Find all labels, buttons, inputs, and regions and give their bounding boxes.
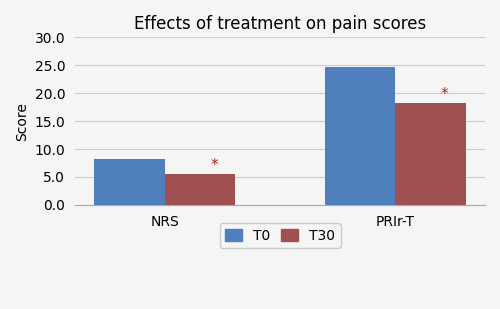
Title: Effects of treatment on pain scores: Effects of treatment on pain scores — [134, 15, 426, 33]
Y-axis label: Score: Score — [15, 102, 29, 141]
Bar — [396, 103, 466, 205]
Bar — [94, 159, 164, 205]
Legend: T0, T30: T0, T30 — [220, 223, 340, 248]
Text: *: * — [441, 87, 448, 102]
Text: *: * — [210, 158, 218, 173]
Bar — [325, 67, 396, 205]
Bar — [164, 174, 235, 205]
